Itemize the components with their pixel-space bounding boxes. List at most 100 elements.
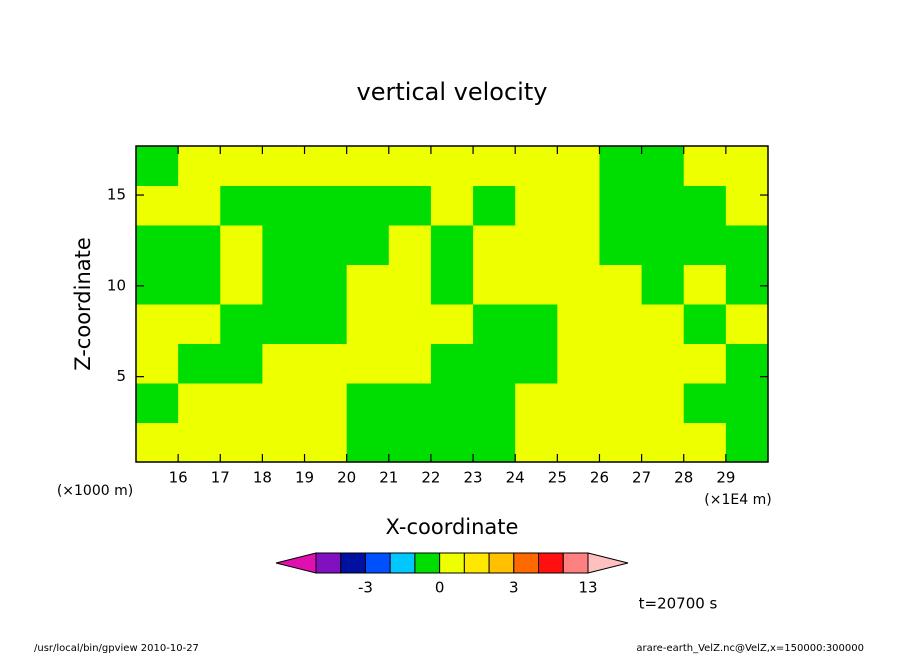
contour-cell [473, 146, 516, 186]
contour-cell [220, 264, 263, 305]
footer-right: arare-earth_VelZ.nc@VelZ,x=150000:300000 [636, 643, 864, 654]
contour-cell [388, 304, 432, 344]
contour-cell [641, 146, 685, 186]
contour-cell [473, 304, 516, 344]
contour-cell [641, 225, 685, 265]
contour-cell [346, 422, 390, 463]
contour-cell [515, 422, 558, 463]
chart-title: vertical velocity [357, 78, 548, 106]
contour-cell [262, 264, 306, 305]
contour-cell [683, 185, 727, 226]
contour-cell [430, 304, 474, 344]
y-tick-label: 5 [116, 367, 126, 385]
contour-cell [641, 383, 685, 423]
y-tick-label: 10 [107, 276, 126, 294]
contour-cell [725, 343, 769, 384]
y-tick-label: 15 [107, 186, 126, 204]
footer-left: /usr/local/bin/gpview 2010-10-27 [34, 643, 199, 654]
contour-cell [220, 185, 263, 226]
contour-cell [388, 146, 432, 186]
contour-cell [557, 185, 600, 226]
x-tick-label: 19 [295, 469, 314, 487]
contour-cell [178, 343, 221, 384]
x-tick-label: 16 [169, 469, 188, 487]
contour-cell [725, 383, 769, 423]
contour-cell [388, 264, 432, 305]
contour-cell [430, 343, 474, 384]
contour-cell [262, 304, 306, 344]
contour-cell [641, 264, 685, 305]
contour-cell [220, 146, 263, 186]
colorbar-segment [414, 552, 441, 574]
contour-cell [683, 383, 727, 423]
contour-cell [725, 146, 769, 186]
x-tick-label: 25 [548, 469, 567, 487]
contour-cell [599, 304, 643, 344]
x-tick-label: 26 [590, 469, 609, 487]
y-unit: (×1000 m) [57, 483, 133, 499]
contour-cell [304, 343, 348, 384]
contour-cell [136, 225, 179, 265]
contour-cell [388, 185, 432, 226]
x-tick-label: 28 [674, 469, 693, 487]
contour-cell [262, 422, 306, 463]
contour-cell [346, 225, 390, 265]
contour-cell [136, 264, 179, 305]
colorbar-segment [389, 552, 416, 574]
contour-cell [220, 343, 263, 384]
x-tick-label: 22 [421, 469, 440, 487]
colorbar-segment [315, 552, 342, 574]
y-axis-label: Z-coordinate [71, 237, 95, 371]
x-unit: (×1E4 m) [704, 492, 771, 508]
contour-cell [388, 225, 432, 265]
contour-cell [557, 146, 600, 186]
colorbar-segment [562, 552, 589, 574]
colorbar-tick-label: 13 [578, 579, 597, 597]
x-tick-label: 29 [716, 469, 735, 487]
contour-cell [515, 383, 558, 423]
contour-cell [388, 343, 432, 384]
contour-cell [178, 422, 221, 463]
contour-cell [388, 383, 432, 423]
contour-cell [304, 225, 348, 265]
x-tick-label: 21 [379, 469, 398, 487]
contour-cell [683, 422, 727, 463]
contour-cell [430, 225, 474, 265]
contour-cell [262, 225, 306, 265]
colorbar-high [587, 552, 629, 574]
contour-cell [178, 383, 221, 423]
contour-cell [304, 383, 348, 423]
contour-cell [473, 225, 516, 265]
colorbar-segment [538, 552, 564, 574]
x-axis-label: X-coordinate [386, 515, 519, 539]
contour-cell [515, 185, 558, 226]
contour-cell [557, 383, 600, 423]
plot-frame [135, 145, 769, 463]
contour-cell [136, 146, 179, 186]
contour-cell [430, 264, 474, 305]
contour-cell [346, 146, 390, 186]
contour-cell [473, 343, 516, 384]
contour-cell [557, 422, 600, 463]
contour-cell [557, 304, 600, 344]
contour-cell [430, 146, 474, 186]
contour-cell [220, 304, 263, 344]
contour-cell [515, 304, 558, 344]
contour-cell [430, 422, 474, 463]
contour-cell [641, 343, 685, 384]
colorbar-segment [513, 552, 540, 574]
contour-cell [725, 304, 769, 344]
contour-cell [178, 185, 221, 226]
contour-cell [473, 264, 516, 305]
contour-cell [178, 304, 221, 344]
contour-cell [473, 422, 516, 463]
contour-cell [641, 422, 685, 463]
contour-cell [683, 304, 727, 344]
contour-cell [220, 225, 263, 265]
contour-cell [599, 146, 643, 186]
x-tick-label: 27 [632, 469, 651, 487]
contour-cell [178, 264, 221, 305]
contour-cell [725, 422, 769, 463]
colorbar-segment [439, 552, 465, 574]
